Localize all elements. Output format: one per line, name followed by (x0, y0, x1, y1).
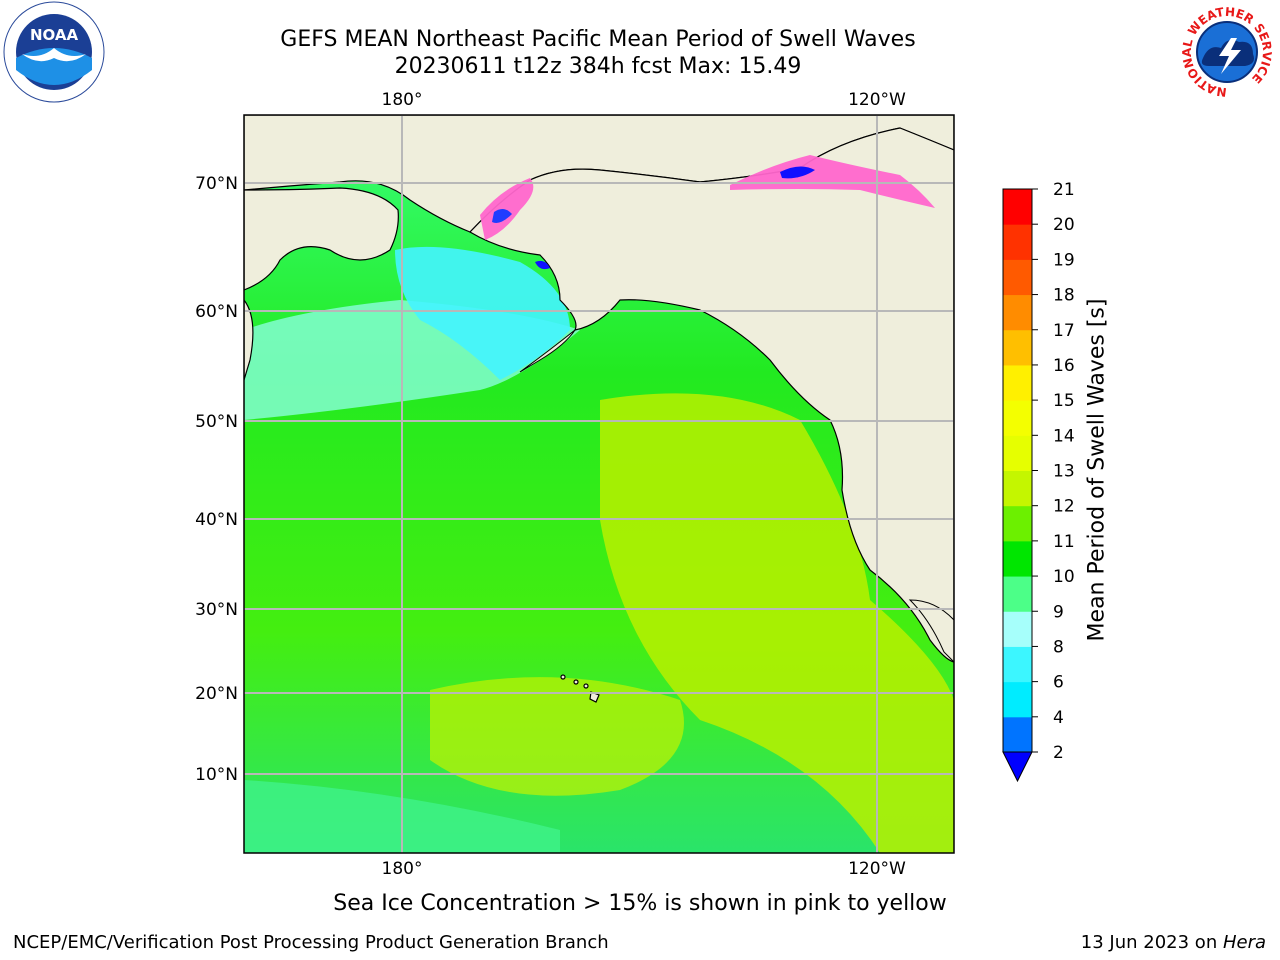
colorbar-tick-label: 4 (1053, 708, 1064, 728)
colorbar-tick-label: 21 (1053, 180, 1075, 200)
svg-text:NOAA: NOAA (30, 26, 79, 44)
footer-date: 13 Jun 2023 on Hera (1080, 932, 1266, 953)
colorbar-tick-label: 12 (1053, 497, 1075, 517)
lon-label-top-120w: 120°W (848, 90, 906, 110)
map-area (244, 115, 954, 853)
colorbar-tick-label: 17 (1053, 321, 1075, 341)
colorbar-underflow-triangle (1002, 751, 1033, 783)
colorbar-segment (1003, 470, 1032, 507)
colorbar-label: Mean Period of Swell Waves [s] (1084, 298, 1110, 642)
colorbar-segment (1003, 716, 1032, 753)
colorbar-tick-label: 18 (1053, 286, 1075, 306)
colorbar-segment (1003, 259, 1032, 296)
lat-label-10n: 10°N (195, 765, 238, 785)
colorbar-tick-label: 13 (1053, 462, 1075, 482)
colorbar-tick-label: 8 (1053, 637, 1064, 657)
colorbar-tick-label: 20 (1053, 215, 1075, 235)
lat-label-40n: 40°N (195, 510, 238, 530)
lat-label-70n: 70°N (195, 174, 238, 194)
map-frame (243, 114, 955, 854)
colorbar-segment (1003, 576, 1032, 612)
colorbar-segment (1003, 329, 1032, 366)
colorbar-tick-label: 19 (1053, 250, 1075, 270)
colorbar-segment (1003, 646, 1032, 683)
colorbar-segment (1003, 364, 1032, 401)
lon-label-bottom-180: 180° (382, 859, 423, 879)
colorbar-tick-label: 11 (1053, 532, 1075, 552)
graticule (244, 115, 954, 853)
map-title: GEFS MEAN Northeast Pacific Mean Period … (280, 27, 916, 52)
noaa-logo: NOAA (3, 1, 105, 103)
sea-ice-note: Sea Ice Concentration > 15% is shown in … (333, 891, 947, 916)
north-america-land (469, 127, 954, 663)
kamchatka-land (244, 299, 254, 381)
colorbar-segment (1003, 611, 1032, 647)
colorbar-tick-label: 15 (1053, 391, 1075, 411)
colorbar-tick-label: 9 (1053, 602, 1064, 622)
colorbar-tick-label: 6 (1053, 673, 1064, 693)
baja-land (908, 599, 954, 663)
footer-host: Hera (1222, 932, 1266, 953)
footer-credit: NCEP/EMC/Verification Post Processing Pr… (13, 932, 609, 953)
chukotka-land (244, 187, 399, 291)
map-subtitle: 20230611 t12z 384h fcst Max: 15.49 (394, 54, 802, 79)
colorbar-tick-label: 16 (1053, 356, 1075, 376)
sea-ice-beaufort (730, 155, 935, 208)
lon-label-bottom-120w: 120°W (848, 859, 906, 879)
colorbar-tick-label: 10 (1053, 567, 1075, 587)
colorbar-segment (1003, 224, 1032, 260)
hawaiian-islands (560, 674, 600, 703)
longer-period-region (600, 393, 954, 853)
colorbar-segment (1003, 681, 1032, 718)
colorbar-segment (1003, 294, 1032, 331)
colorbar-segment (1003, 189, 1032, 225)
lat-label-20n: 20°N (195, 684, 238, 704)
colorbar-tick-label: 2 (1053, 743, 1064, 763)
lat-label-60n: 60°N (195, 302, 238, 322)
colorbar-segment (1003, 540, 1032, 577)
lat-label-30n: 30°N (195, 600, 238, 620)
colorbar-tick-label: 14 (1053, 426, 1075, 446)
colorbar-segment (1003, 435, 1032, 471)
colorbar: 2 4 6 8 9 10 11 12 13 14 15 16 17 18 19 20 21 (1002, 180, 1075, 783)
colorbar-segment (1003, 400, 1032, 436)
lat-label-50n: 50°N (195, 412, 238, 432)
colorbar-segment (1003, 505, 1032, 542)
sea-ice-chukchi (480, 178, 534, 240)
nws-logo: NATIONAL WEATHER SERVICE (1177, 2, 1277, 102)
lon-label-top-180: 180° (382, 90, 423, 110)
